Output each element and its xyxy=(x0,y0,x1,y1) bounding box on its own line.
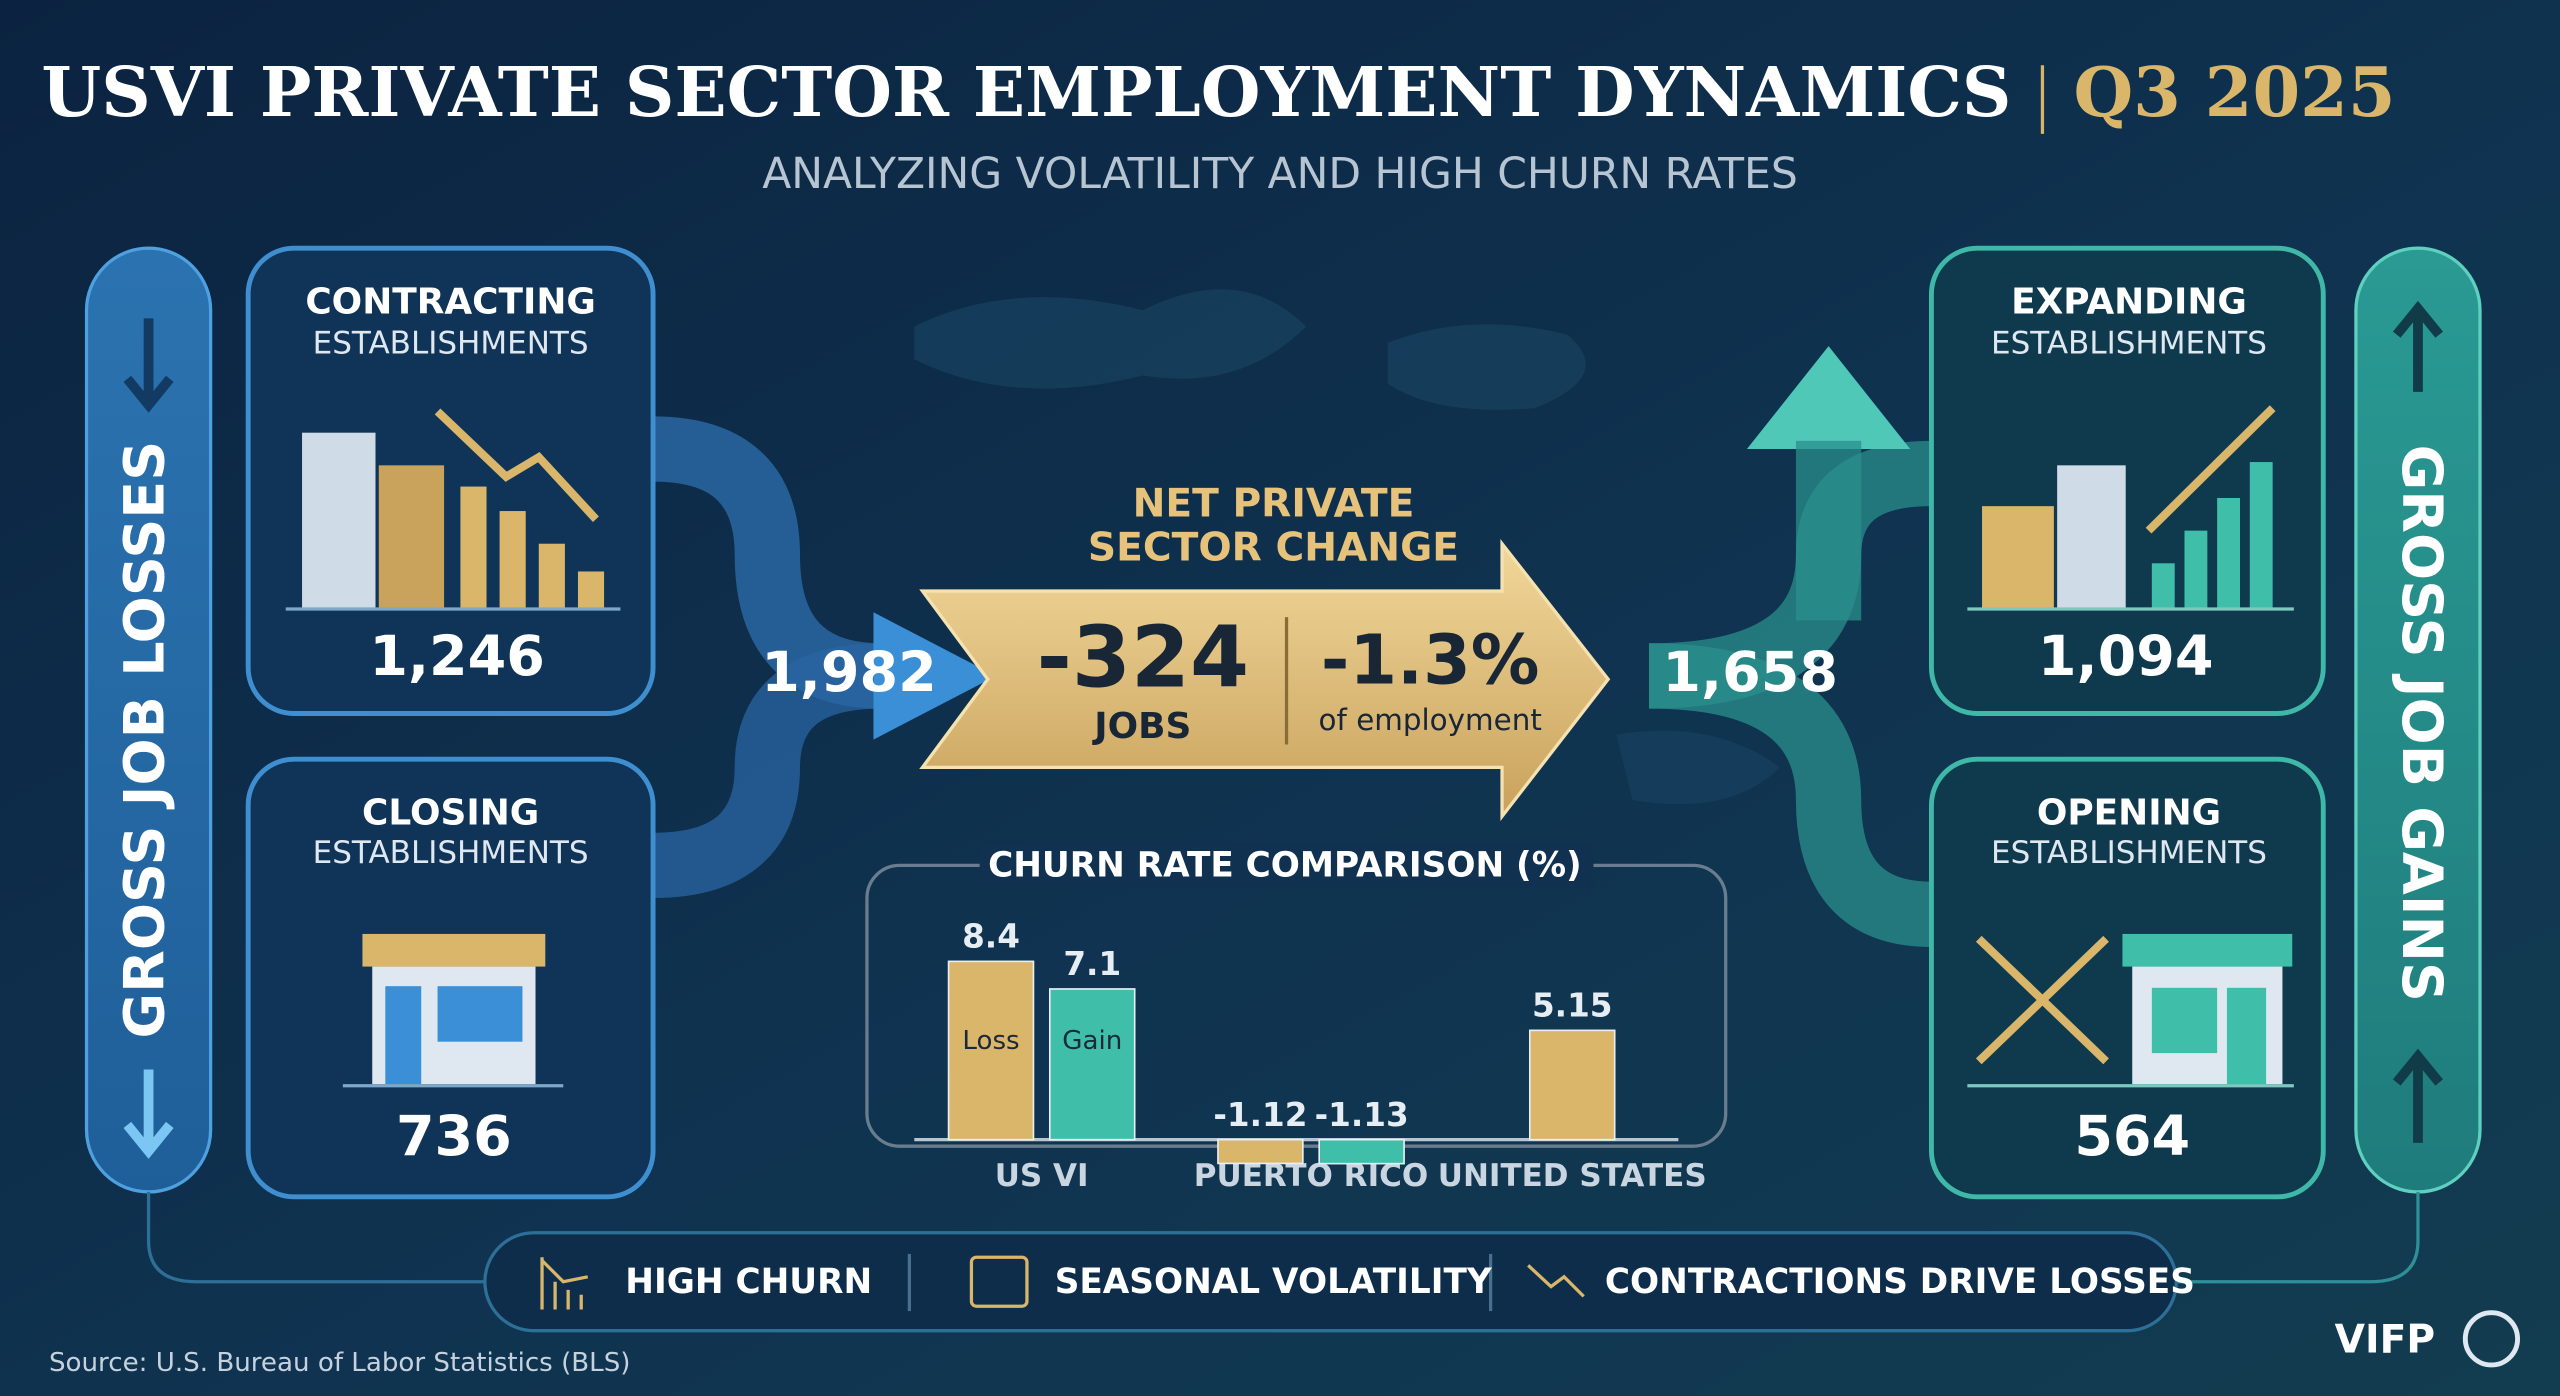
box-value: 1,094 xyxy=(2038,624,2214,689)
box-subtitle: ESTABLISHMENTS xyxy=(313,326,589,362)
x-tick-label: US VI xyxy=(995,1158,1089,1194)
losses-label: GROSS JOB LOSSES xyxy=(113,441,178,1039)
footer-icon xyxy=(540,1255,1585,1310)
subtitle: ANALYZING VOLATILITY AND HIGH CHURN RATE… xyxy=(762,150,1798,199)
net-arrow xyxy=(919,538,1611,822)
box-value: 1,246 xyxy=(369,624,545,689)
x-tick-label: UNITED STATES xyxy=(1438,1158,1707,1194)
closing-icon xyxy=(342,933,564,1088)
flow-band xyxy=(1795,440,1862,621)
footer-item: CONTRACTIONS DRIVE LOSSES xyxy=(1605,1262,2195,1302)
net-title: SECTOR CHANGE xyxy=(1088,526,1459,571)
bar xyxy=(1217,1138,1304,1165)
source: Source: U.S. Bureau of Labor Statistics … xyxy=(49,1348,631,1378)
opening-icon xyxy=(1967,933,2294,1088)
expanding-icon xyxy=(1967,405,2294,611)
bar xyxy=(1318,1138,1405,1165)
down-arrow xyxy=(123,1069,174,1159)
net-jobs-label: JOBS xyxy=(1091,706,1191,747)
net-percent-label: of employment xyxy=(1319,703,1542,737)
bar xyxy=(1048,988,1136,1141)
footer-item: SEASONAL VOLATILITY xyxy=(1055,1262,1493,1302)
value-label: 8.4 xyxy=(962,918,1020,956)
net-percent: -1.3% xyxy=(1321,621,1540,701)
up-arrow xyxy=(2392,1048,2443,1143)
connector xyxy=(2176,1191,2420,1284)
chart-title-backdrop xyxy=(979,842,1594,889)
box-subtitle: ESTABLISHMENTS xyxy=(313,835,589,871)
value-label: 7.1 xyxy=(1063,945,1121,983)
box-title: OPENING xyxy=(2037,793,2221,834)
box-subtitle: ESTABLISHMENTS xyxy=(1991,326,2267,362)
chart-title: CHURN RATE COMPARISON (%) xyxy=(988,845,1582,885)
map-silhouette xyxy=(1387,324,1586,410)
losses-pill xyxy=(84,246,213,1194)
series-label: Loss xyxy=(962,1026,1019,1056)
net-title: NET PRIVATE xyxy=(1133,482,1415,527)
bar xyxy=(1528,1029,1616,1141)
contracting-icon xyxy=(285,408,621,611)
title: USVI PRIVATE SECTOR EMPLOYMENT DYNAMICS xyxy=(41,53,2011,133)
map-silhouette xyxy=(914,289,1307,389)
up-arrow xyxy=(2392,300,2443,392)
gains-label: GROSS JOB GAINS xyxy=(2389,445,2454,1002)
down-arrow xyxy=(123,318,174,413)
gains-pill xyxy=(2354,246,2482,1194)
logo: VIFP xyxy=(2335,1318,2435,1363)
losses-total: 1,982 xyxy=(761,640,937,705)
logo-badge xyxy=(2462,1310,2520,1368)
footer-item: HIGH CHURN xyxy=(625,1262,872,1302)
gains-total: 1,658 xyxy=(1662,640,1838,705)
value-label: -1.12 xyxy=(1213,1096,1307,1134)
title-period: Q3 2025 xyxy=(2073,53,2395,133)
box-value: 736 xyxy=(396,1104,512,1169)
value-label: 5.15 xyxy=(1532,986,1613,1024)
connector xyxy=(146,1191,485,1284)
bar xyxy=(947,960,1035,1141)
map-silhouette xyxy=(1616,730,1780,805)
box-title: CLOSING xyxy=(362,793,539,834)
box-title: CONTRACTING xyxy=(305,282,596,323)
flow-band xyxy=(1648,643,1933,947)
value-label: -1.13 xyxy=(1315,1096,1409,1134)
flow-arrowhead xyxy=(873,612,996,740)
box-value: 564 xyxy=(2074,1104,2190,1169)
box-subtitle: ESTABLISHMENTS xyxy=(1991,835,2267,871)
box-title: EXPANDING xyxy=(2011,282,2247,323)
series-label: Gain xyxy=(1062,1026,1122,1056)
flow-arrowhead xyxy=(1746,346,1911,450)
net-jobs: -324 xyxy=(1037,608,1249,707)
flow-band xyxy=(652,643,883,899)
